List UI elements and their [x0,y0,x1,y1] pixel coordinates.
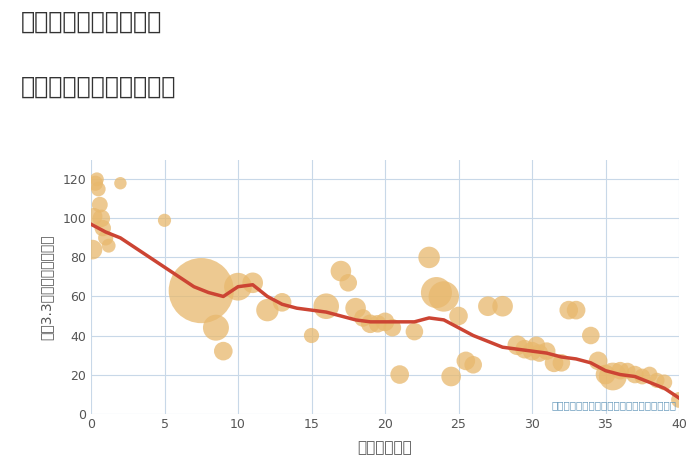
Point [644,371,655,378]
Point [652,376,663,384]
Point [446,373,457,380]
Point [431,289,442,296]
X-axis label: 築年数（年）: 築年数（年） [358,440,412,455]
Point [438,293,449,300]
Point [409,328,420,336]
Point [321,303,332,310]
Point [563,306,574,314]
Point [94,201,106,209]
Point [570,306,582,314]
Point [461,357,472,365]
Point [615,367,626,375]
Point [386,324,398,331]
Point [673,396,685,404]
Point [276,298,288,306]
Point [96,215,107,222]
Point [306,332,317,339]
Point [159,217,170,224]
Point [600,371,611,378]
Point [608,373,619,380]
Point [585,332,596,339]
Point [372,320,384,328]
Point [549,359,560,367]
Point [424,254,435,261]
Point [365,320,376,328]
Point [468,361,479,368]
Y-axis label: 坪（3.3㎡）単価（万円）: 坪（3.3㎡）単価（万円） [40,234,54,339]
Point [534,349,545,357]
Point [541,347,552,355]
Point [637,373,648,380]
Point [218,347,229,355]
Point [497,303,508,310]
Point [262,306,273,314]
Text: 円の大きさは、取引のあった物件面積を示す: 円の大きさは、取引のあった物件面積を示す [551,400,676,410]
Text: 築年数別中古戸建て価格: 築年数別中古戸建て価格 [21,75,176,99]
Point [195,287,207,294]
Point [247,279,258,287]
Point [90,180,101,187]
Point [92,185,104,193]
Text: 奈良県生駒市俵口町の: 奈良県生駒市俵口町の [21,9,162,33]
Point [622,367,634,375]
Point [232,283,244,290]
Point [91,176,102,183]
Point [556,359,567,367]
Point [394,371,405,378]
Point [358,314,369,321]
Point [115,180,126,187]
Point [593,357,604,365]
Point [531,342,542,349]
Point [659,379,670,386]
Point [526,347,538,355]
Point [210,324,221,331]
Point [87,246,98,253]
Point [512,342,523,349]
Point [482,303,493,310]
Point [379,318,391,326]
Point [335,267,346,275]
Point [453,312,464,320]
Point [100,234,111,242]
Point [97,224,108,232]
Point [343,279,354,287]
Point [103,242,114,250]
Point [350,305,361,312]
Point [519,345,531,353]
Point [629,371,641,378]
Point [88,212,99,220]
